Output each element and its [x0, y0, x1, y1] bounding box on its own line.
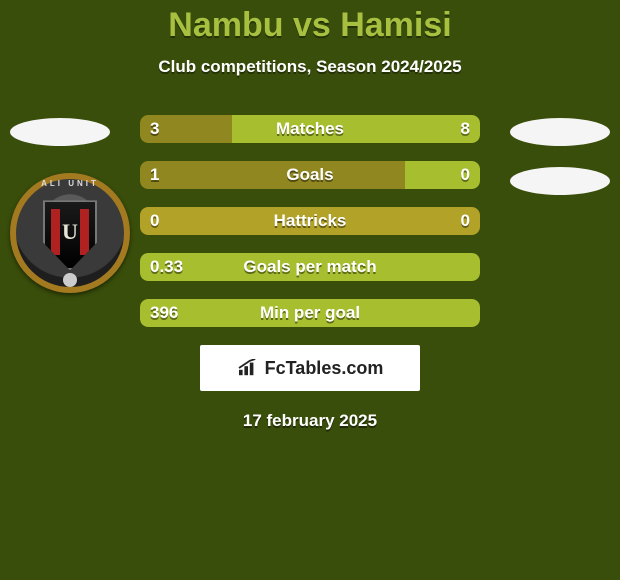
stat-segment-left	[140, 161, 405, 189]
player-photo-left	[10, 118, 110, 146]
shield-stripe-right	[80, 209, 89, 255]
content-area: ALI UNIT U Matches38 Goals10 Hattricks00 Go…	[0, 115, 620, 431]
brand-text: FcTables.com	[265, 358, 384, 379]
bar-chart-icon	[237, 359, 259, 377]
page-title: Nambu vs Hamisi	[0, 6, 620, 45]
badge-ball-icon	[63, 273, 77, 287]
stat-row: Hattricks00	[140, 207, 480, 235]
stat-segment-right	[405, 161, 480, 189]
page-subtitle: Club competitions, Season 2024/2025	[0, 57, 620, 77]
brand-badge[interactable]: FcTables.com	[200, 345, 420, 391]
player-photo-right-2	[510, 167, 610, 195]
stat-row: Matches38	[140, 115, 480, 143]
stat-row: Min per goal396	[140, 299, 480, 327]
club-badge-left: ALI UNIT U	[10, 173, 130, 293]
stat-track	[140, 253, 480, 281]
snapshot-date: 17 february 2025	[0, 411, 620, 431]
stat-track	[140, 299, 480, 327]
stat-segment-full	[140, 253, 480, 281]
stat-segment-right	[232, 115, 480, 143]
stat-bars: Matches38 Goals10 Hattricks00 Goals per mat…	[140, 115, 480, 327]
badge-monogram: U	[62, 219, 78, 245]
stat-row: Goals per match0.33	[140, 253, 480, 281]
stat-row: Goals10	[140, 161, 480, 189]
stat-segment-full	[140, 299, 480, 327]
badge-arc-text: ALI UNIT	[41, 179, 99, 188]
stat-segment-neutral	[140, 207, 480, 235]
stat-track	[140, 161, 480, 189]
stat-track	[140, 115, 480, 143]
player-photo-right	[510, 118, 610, 146]
stat-track	[140, 207, 480, 235]
comparison-card: Nambu vs Hamisi Club competitions, Seaso…	[0, 0, 620, 431]
shield-stripe-left	[51, 209, 60, 255]
stat-segment-left	[140, 115, 232, 143]
